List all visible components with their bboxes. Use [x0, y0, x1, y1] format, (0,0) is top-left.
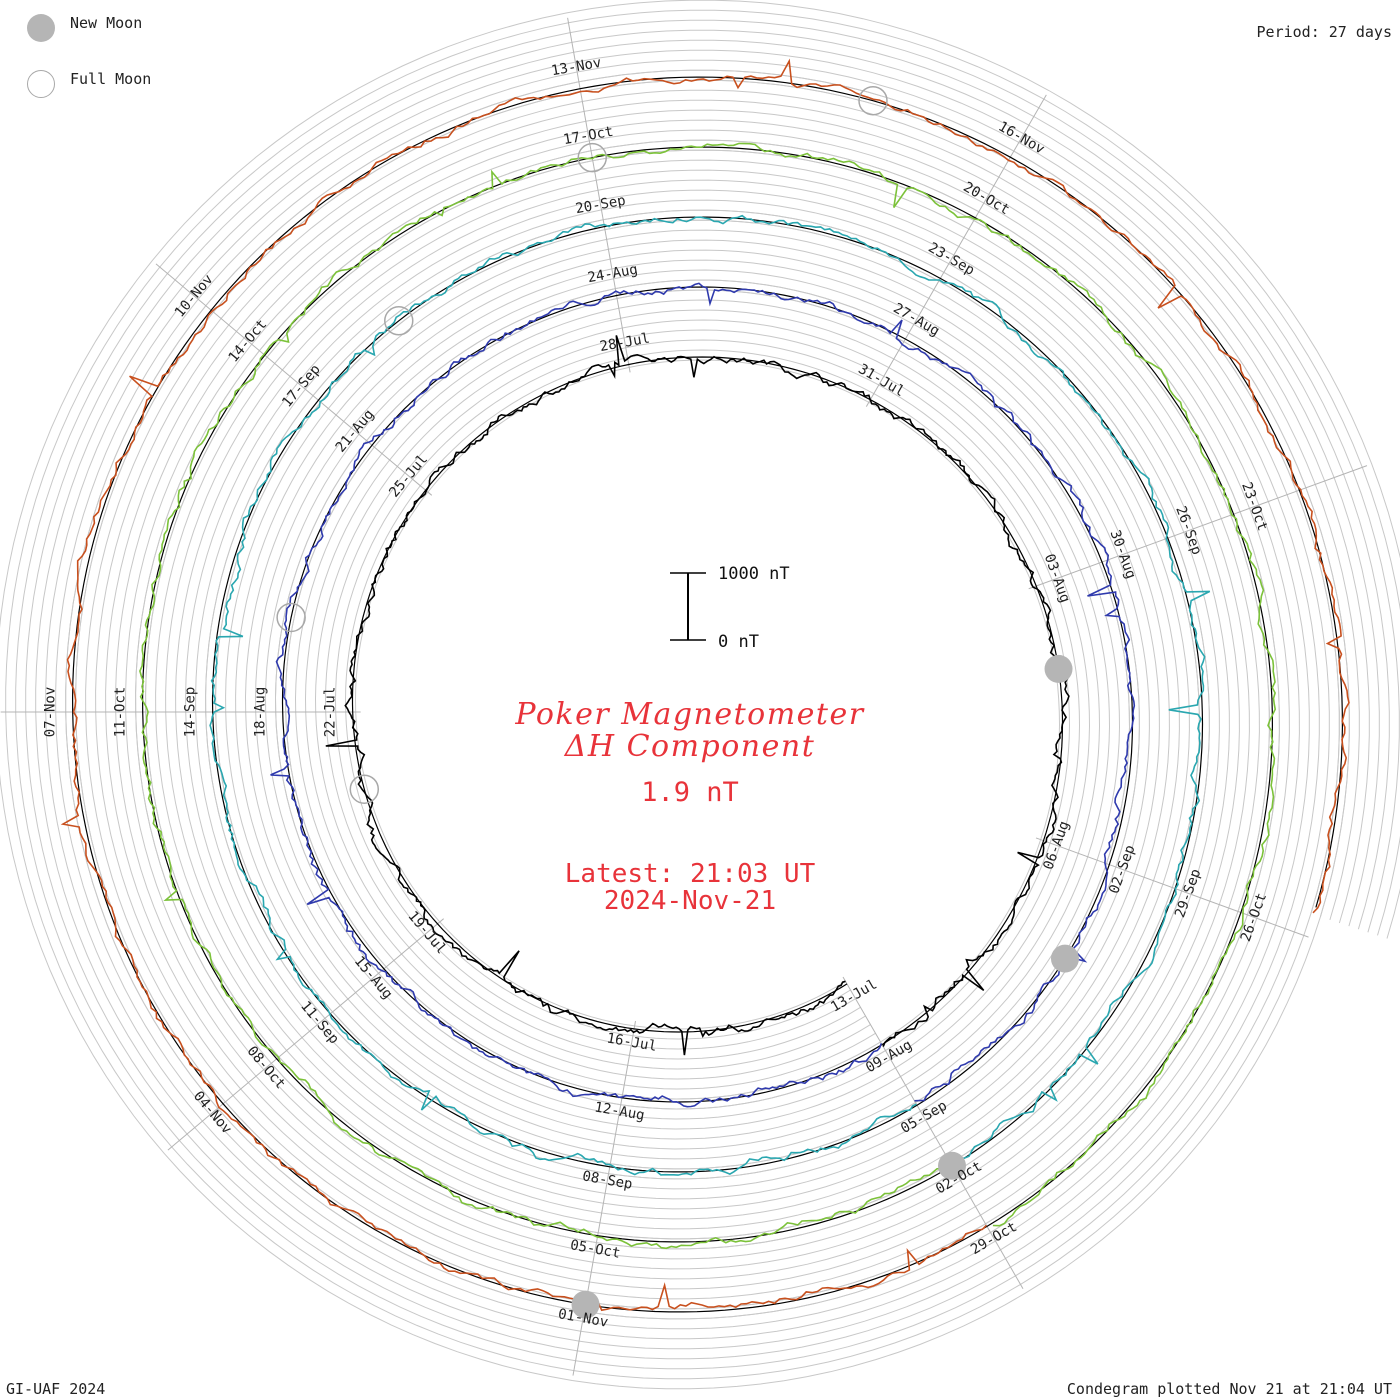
- period-label: Period: 27 days: [1256, 23, 1392, 41]
- date-label: 03-Aug: [1041, 552, 1073, 605]
- data-traces: [60, 58, 1350, 1312]
- date-label: 13-Nov: [550, 55, 603, 80]
- new-moon-marker: [1050, 944, 1079, 973]
- trace-segment-3: [209, 214, 1211, 1176]
- date-label: 14-Oct: [226, 317, 271, 366]
- day-spoke: [865, 94, 1047, 407]
- date-label: 11-Oct: [113, 687, 129, 738]
- day-spoke: [567, 17, 631, 373]
- grid-ring: [15, 19, 1400, 1370]
- date-label: 17-Sep: [279, 362, 324, 411]
- day-spoke: [155, 263, 433, 496]
- date-labels: 13-Jul16-Jul19-Jul22-Jul25-Jul28-Jul31-J…: [43, 55, 1271, 1331]
- full-moon-marker: [276, 602, 306, 633]
- full-moon-marker: [384, 306, 414, 336]
- trace-segment-4: [139, 142, 1277, 1250]
- chart-title-line2: ΔH Component: [564, 729, 816, 764]
- day-spoke: [167, 918, 444, 1151]
- date-label: 24-Aug: [586, 262, 639, 287]
- date-label: 23-Oct: [1238, 480, 1270, 533]
- grid-ring: [45, 49, 1370, 1340]
- full-moon-marker: [349, 774, 380, 804]
- trace-segment-5: [60, 58, 1350, 1312]
- grid-ring: [5, 9, 1400, 1380]
- grid-ring: [55, 59, 1360, 1330]
- date-label: 20-Oct: [960, 179, 1012, 218]
- latest-time: Latest: 21:03 UT: [564, 859, 816, 889]
- date-label: 05-Sep: [898, 1098, 950, 1137]
- chart-title-line1: Poker Magnetometer: [515, 697, 865, 732]
- spokes: [0, 17, 1368, 1376]
- date-label: 09-Aug: [863, 1037, 915, 1076]
- trace-segment-1: [325, 335, 1070, 1056]
- date-label: 18-Aug: [253, 687, 269, 738]
- date-label: 20-Sep: [574, 193, 627, 218]
- date-label: 07-Nov: [43, 687, 59, 738]
- date-label: 13-Jul: [828, 976, 880, 1015]
- moon-markers: [276, 85, 1079, 1319]
- date-label: 26-Sep: [1172, 504, 1204, 557]
- new-moon-legend-label: New Moon: [70, 14, 143, 32]
- full-moon-marker: [858, 85, 888, 116]
- footer-plot-time: Condegram plotted Nov 21 at 21:04 UT: [1066, 1380, 1392, 1398]
- date-label: 30-Aug: [1106, 528, 1138, 581]
- scale-bottom-label: 0 nT: [718, 632, 759, 652]
- day-spoke: [842, 976, 1024, 1290]
- date-label: 16-Nov: [995, 119, 1047, 158]
- trace-segment-2: [270, 282, 1136, 1108]
- date-label: 22-Jul: [323, 687, 339, 738]
- current-value: 1.9 nT: [641, 777, 739, 808]
- day-spoke: [1028, 465, 1368, 590]
- date-label: 12-Aug: [593, 1099, 646, 1124]
- footer-credit: GI-UAF 2024: [6, 1380, 106, 1398]
- scale-bar: 1000 nT 0 nT: [670, 564, 790, 652]
- grid-ring: [35, 39, 1380, 1350]
- date-label: 21-Aug: [333, 407, 378, 456]
- full-moon-legend-label: Full Moon: [70, 70, 152, 88]
- date-label: 23-Sep: [925, 240, 977, 279]
- date-label: 14-Sep: [183, 687, 199, 738]
- date-label: 08-Sep: [581, 1168, 634, 1193]
- day-spoke: [1035, 837, 1309, 938]
- date-label: 25-Jul: [386, 452, 431, 501]
- new-moon-legend-icon: [27, 14, 55, 42]
- date-label: 05-Oct: [569, 1237, 622, 1262]
- date-label: 28-Jul: [599, 330, 652, 355]
- latest-date: 2024-Nov-21: [603, 886, 777, 916]
- date-label: 16-Jul: [605, 1030, 658, 1055]
- new-moon-marker: [1044, 654, 1073, 683]
- grid-ring: [25, 29, 1390, 1360]
- full-moon-legend-icon: [27, 70, 55, 98]
- full-moon-marker: [577, 142, 608, 173]
- new-moon-marker: [938, 1151, 966, 1180]
- new-moon-marker: [571, 1290, 600, 1319]
- scale-top-label: 1000 nT: [718, 564, 790, 584]
